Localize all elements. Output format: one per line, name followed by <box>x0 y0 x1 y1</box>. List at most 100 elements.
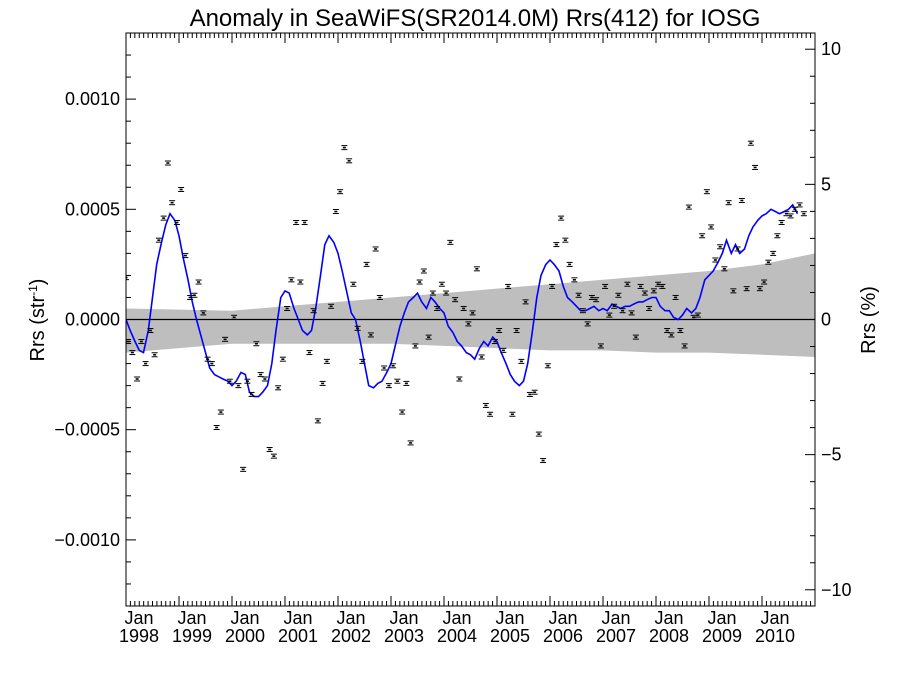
data-point <box>169 200 176 206</box>
data-point <box>778 220 785 226</box>
data-point <box>558 215 565 221</box>
data-point <box>615 292 622 298</box>
axes: 0.0010 0.0005 0.0000 −0.0005 −0.0010 10 5 0 −5 −1… <box>54 32 852 646</box>
data-point <box>522 299 529 305</box>
data-point <box>217 409 224 415</box>
data-point <box>491 339 498 345</box>
data-point <box>147 328 154 334</box>
y-tick-label-left: 0.0010 <box>65 89 120 109</box>
y-axis-label-left: Rrs (str-1) <box>26 279 49 362</box>
data-point <box>275 385 282 391</box>
data-point <box>341 145 348 151</box>
data-point <box>632 334 639 340</box>
data-point <box>266 447 273 453</box>
data-point <box>420 268 427 274</box>
data-point <box>690 314 697 320</box>
data-point <box>195 279 202 285</box>
data-point <box>549 283 556 289</box>
data-point <box>367 332 374 338</box>
data-point <box>248 391 255 397</box>
data-point <box>328 303 335 309</box>
chart-title: Anomaly in SeaWiFS(SR2014.0M) Rrs(412) f… <box>190 5 761 32</box>
data-point <box>412 343 419 349</box>
data-point <box>796 202 803 208</box>
data-point <box>213 424 220 430</box>
data-point <box>756 286 763 292</box>
data-point <box>385 383 392 389</box>
data-point <box>173 220 180 226</box>
data-point <box>619 308 626 314</box>
data-point <box>761 279 768 285</box>
x-tick-label-year: 2002 <box>331 626 371 646</box>
data-point <box>416 279 423 285</box>
data-point <box>650 288 657 294</box>
data-point <box>518 358 525 364</box>
data-point <box>597 343 604 349</box>
data-point <box>279 356 286 362</box>
data-point <box>363 261 370 267</box>
data-point <box>703 189 710 195</box>
data-point <box>500 347 507 353</box>
data-point <box>465 321 472 327</box>
x-tick-label-month: Jan <box>283 608 312 628</box>
data-point <box>288 277 295 283</box>
data-point <box>482 402 489 408</box>
data-point <box>443 290 450 296</box>
x-tick-label-month: Jan <box>601 608 630 628</box>
x-tick-label-year: 1999 <box>172 626 212 646</box>
y-tick-label-left: −0.0010 <box>54 530 120 550</box>
data-point <box>261 376 268 382</box>
x-tick-label-month: Jan <box>654 608 683 628</box>
data-point <box>571 277 578 283</box>
data-point <box>434 305 441 311</box>
uncertainty-band <box>126 253 815 357</box>
data-point <box>399 409 406 415</box>
data-point <box>681 343 688 349</box>
data-point <box>240 466 247 472</box>
data-point <box>134 376 141 382</box>
data-point <box>743 286 750 292</box>
x-tick-label-month: Jan <box>336 608 365 628</box>
data-point <box>346 158 353 164</box>
data-point <box>787 213 794 219</box>
data-point <box>151 352 158 358</box>
data-point <box>641 290 648 296</box>
data-point <box>231 314 238 320</box>
data-point <box>350 281 357 287</box>
data-point <box>593 297 600 303</box>
x-tick-label-year: 1998 <box>119 626 159 646</box>
x-tick-label-year: 2005 <box>490 626 530 646</box>
data-point <box>685 204 692 210</box>
data-point <box>182 253 189 259</box>
data-point <box>429 290 436 296</box>
x-tick-label-year: 2003 <box>384 626 424 646</box>
data-point <box>738 197 745 203</box>
data-point <box>138 339 145 345</box>
data-point <box>469 310 476 316</box>
y-tick-label-left: −0.0005 <box>54 420 120 440</box>
data-point <box>566 261 573 267</box>
y-tick-label-right: 0 <box>821 310 831 330</box>
data-point <box>584 321 591 327</box>
data-point <box>774 233 781 239</box>
x-tick-label-year: 2001 <box>278 626 318 646</box>
data-point <box>579 308 586 314</box>
data-point <box>200 310 207 316</box>
data-point <box>708 224 715 230</box>
data-point <box>562 237 569 243</box>
data-point <box>310 308 317 314</box>
data-point <box>531 389 538 395</box>
data-point <box>337 189 344 195</box>
data-point <box>487 411 494 417</box>
data-point <box>301 220 308 226</box>
data-point <box>253 341 260 347</box>
data-point <box>752 164 759 170</box>
data-point <box>624 281 631 287</box>
data-point <box>544 363 551 369</box>
data-point <box>712 257 719 263</box>
x-tick-label-month: Jan <box>389 608 418 628</box>
x-tick-label-month: Jan <box>442 608 471 628</box>
data-point <box>226 378 233 384</box>
data-point <box>297 279 304 285</box>
data-point <box>575 292 582 298</box>
